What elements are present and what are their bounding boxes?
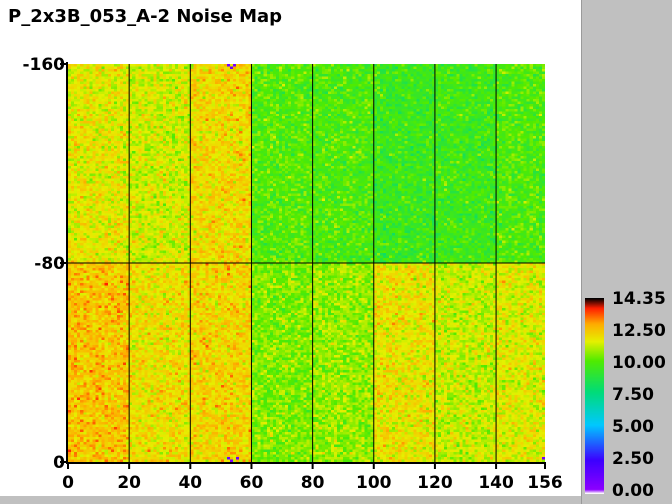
- x-tick-label-140: 140: [478, 473, 514, 493]
- colorbar-label-4: 5.00: [612, 417, 654, 437]
- x-tick-label-60: 60: [240, 473, 264, 493]
- x-tick-label-120: 120: [417, 473, 453, 493]
- colorbar-label-0: 14.35: [612, 289, 666, 309]
- colorbar-label-2: 10.00: [612, 353, 666, 373]
- chart-title: P_2x3B_053_A-2 Noise Map: [8, 6, 283, 27]
- y-tick-label-160: -160: [22, 55, 65, 75]
- y-tick-label-0: 0: [53, 453, 65, 473]
- colorbar-label-3: 7.50: [612, 385, 654, 405]
- x-tick-label-156: 156: [527, 473, 563, 493]
- colorbar: [585, 298, 604, 494]
- x-tick-label-40: 40: [178, 473, 202, 493]
- bottom-strip: [0, 496, 581, 504]
- colorbar-label-5: 2.50: [612, 449, 654, 469]
- x-tick-label-80: 80: [301, 473, 325, 493]
- colorbar-label-1: 12.50: [612, 321, 666, 341]
- y-tick-label-80: -80: [34, 254, 65, 274]
- colorbar-label-6: 0.00: [612, 481, 654, 501]
- x-tick-label-20: 20: [117, 473, 141, 493]
- x-tick-label-0: 0: [62, 473, 74, 493]
- x-tick-label-100: 100: [356, 473, 392, 493]
